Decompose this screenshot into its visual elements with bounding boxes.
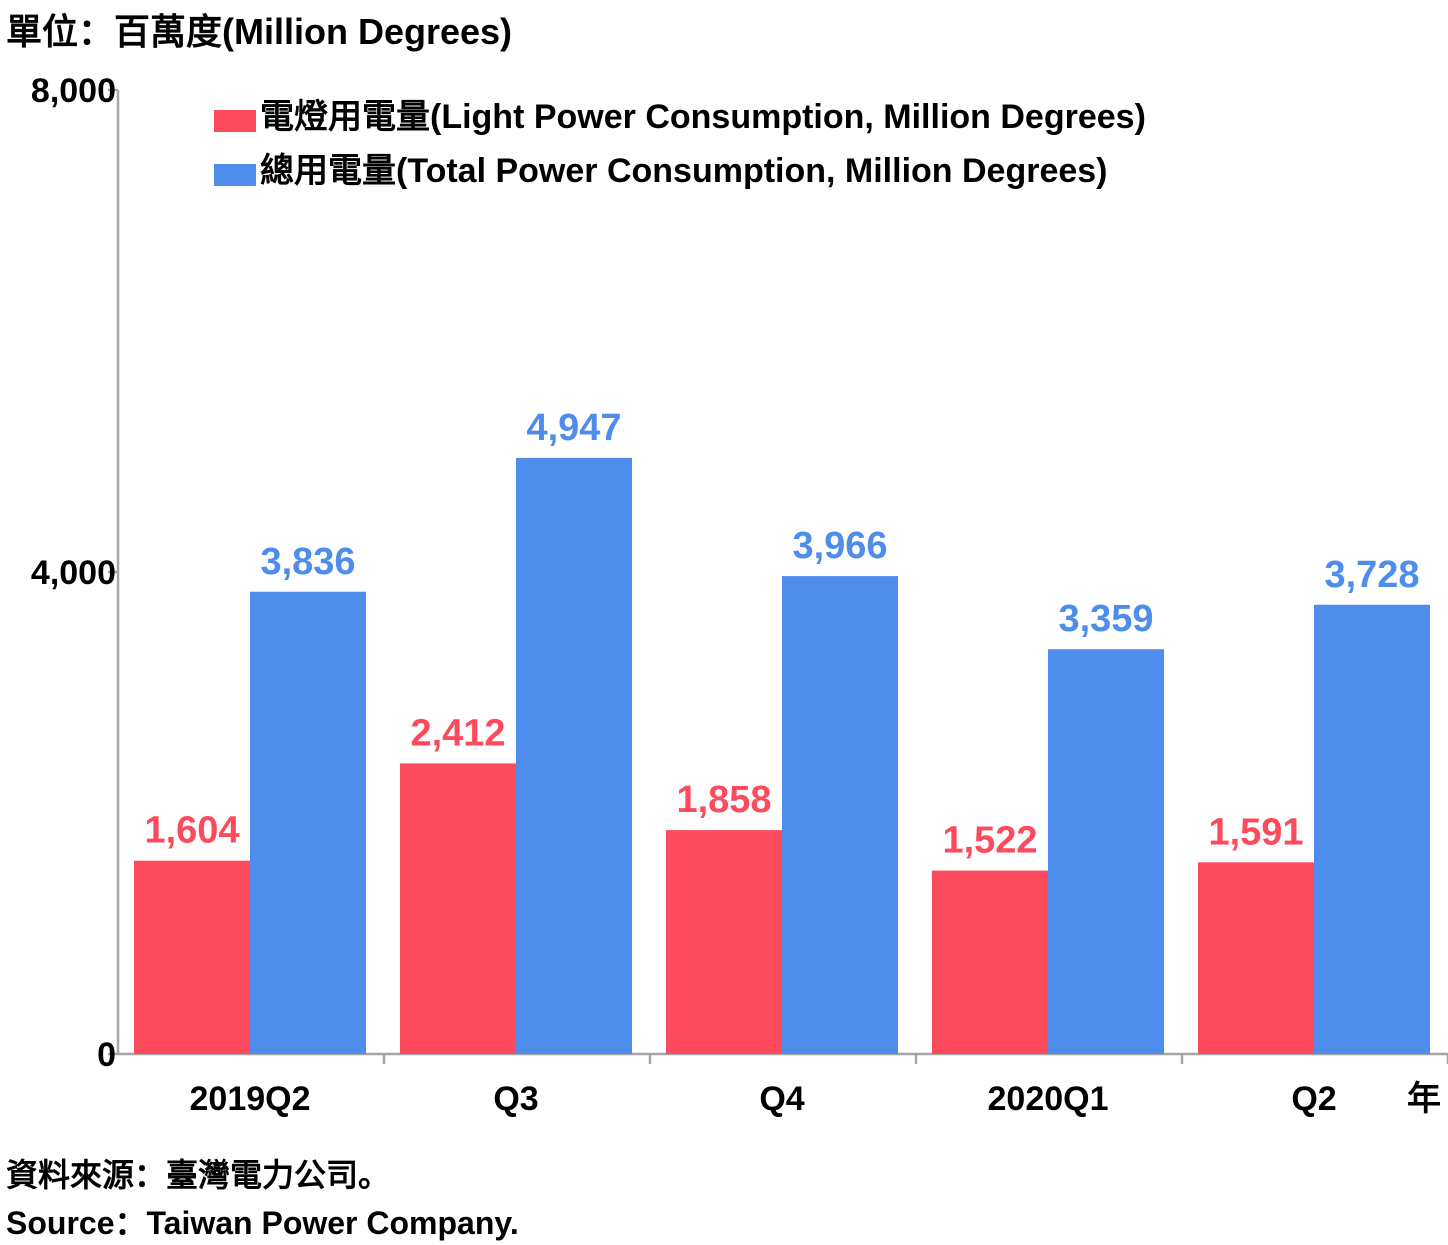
data-label-total: 3,836 <box>260 541 355 583</box>
data-label-light: 1,522 <box>942 820 1037 862</box>
data-label-total: 3,966 <box>792 525 887 567</box>
y-ticks: 0 4,000 8,000 <box>31 72 118 1074</box>
category-labels: 2019Q2 Q3 Q4 2020Q1 Q2 <box>190 1080 1337 1118</box>
bar-light <box>932 870 1048 1054</box>
data-labels: 1,604 3,836 2,412 4,947 1,858 3,966 1,522 3,359… <box>144 407 1419 862</box>
bar-total <box>1048 649 1164 1054</box>
y-tick-label: 8,000 <box>31 72 116 110</box>
source-zh: 資料來源：臺灣電力公司。 <box>6 1157 390 1193</box>
data-label-light: 1,858 <box>676 779 771 821</box>
category-label: Q4 <box>759 1080 804 1118</box>
data-label-light: 2,412 <box>410 712 505 754</box>
bar-light <box>666 830 782 1054</box>
bar-total <box>782 576 898 1054</box>
data-label-light: 1,604 <box>144 810 239 852</box>
category-label: Q3 <box>493 1080 538 1118</box>
legend-swatch-total <box>214 164 256 186</box>
category-label: 2020Q1 <box>988 1080 1109 1118</box>
x-ticks <box>382 1054 1448 1064</box>
source-en: Source：Taiwan Power Company. <box>6 1205 519 1241</box>
legend-swatch-light <box>214 110 256 132</box>
category-label: 2019Q2 <box>190 1080 311 1118</box>
data-label-total: 4,947 <box>526 407 621 449</box>
bars <box>134 457 1430 1055</box>
bar-light <box>134 860 250 1054</box>
data-label-total: 3,359 <box>1058 598 1153 640</box>
unit-title: 單位：百萬度(Million Degrees) <box>6 11 512 52</box>
y-tick-label: 4,000 <box>31 554 116 592</box>
data-label-light: 1,591 <box>1208 811 1303 853</box>
bar-light <box>400 763 516 1054</box>
legend-label-total: 總用電量(Total Power Consumption, Million De… <box>260 152 1108 190</box>
bar-light <box>1198 862 1314 1054</box>
y-tick-label: 0 <box>97 1036 116 1074</box>
bar-total <box>516 457 632 1055</box>
legend-label-light: 電燈用電量(Light Power Consumption, Million D… <box>260 98 1146 136</box>
category-label: Q2 <box>1291 1080 1336 1118</box>
bar-total <box>1314 604 1430 1054</box>
legend: 電燈用電量(Light Power Consumption, Million D… <box>214 98 1146 190</box>
data-label-total: 3,728 <box>1324 554 1419 596</box>
bar-total <box>250 591 366 1054</box>
x-unit-label: 年 <box>1407 1080 1441 1118</box>
